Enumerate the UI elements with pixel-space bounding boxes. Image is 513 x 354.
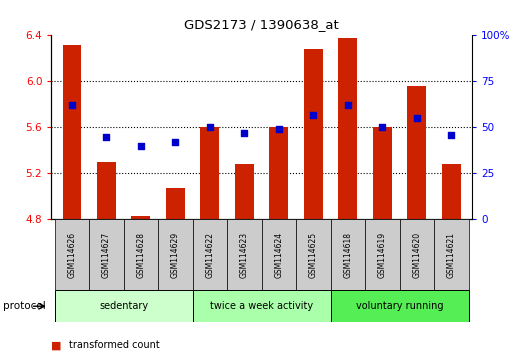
Text: GSM114619: GSM114619 [378, 232, 387, 278]
Point [240, 130, 248, 136]
Bar [330, 219, 365, 290]
Bar [269, 127, 288, 219]
Point [206, 125, 214, 130]
Text: voluntary running: voluntary running [356, 301, 443, 311]
Text: twice a week activity: twice a week activity [210, 301, 313, 311]
Bar [97, 162, 116, 219]
Text: GSM114629: GSM114629 [171, 232, 180, 278]
Text: GSM114625: GSM114625 [309, 232, 318, 278]
Point [378, 125, 386, 130]
Bar [442, 164, 461, 219]
Point [344, 103, 352, 108]
Text: GSM114627: GSM114627 [102, 232, 111, 278]
Bar [89, 219, 124, 290]
Text: protocol: protocol [3, 301, 45, 311]
Bar [235, 164, 254, 219]
Point [275, 126, 283, 132]
Bar [193, 219, 227, 290]
Text: GSM114620: GSM114620 [412, 232, 421, 278]
Bar [365, 219, 400, 290]
Text: GSM114624: GSM114624 [274, 232, 283, 278]
Text: transformed count: transformed count [69, 340, 160, 350]
Bar [400, 219, 434, 290]
Bar [339, 38, 358, 219]
Title: GDS2173 / 1390638_at: GDS2173 / 1390638_at [184, 18, 339, 32]
Text: GSM114626: GSM114626 [68, 232, 76, 278]
Text: GSM114622: GSM114622 [205, 232, 214, 278]
Bar [434, 219, 468, 290]
Text: GSM114618: GSM114618 [343, 232, 352, 278]
Point [68, 103, 76, 108]
Bar [55, 290, 193, 322]
Bar [131, 216, 150, 219]
Bar [373, 127, 392, 219]
Point [309, 112, 318, 118]
Bar [304, 49, 323, 219]
Bar [296, 219, 330, 290]
Bar [201, 127, 220, 219]
Text: ■: ■ [51, 340, 62, 350]
Bar [262, 219, 296, 290]
Point [137, 143, 145, 149]
Point [171, 139, 180, 145]
Bar [166, 188, 185, 219]
Bar [124, 219, 158, 290]
Bar [407, 86, 426, 219]
Text: GSM114628: GSM114628 [136, 232, 146, 278]
Text: GSM114623: GSM114623 [240, 232, 249, 278]
Bar [227, 219, 262, 290]
Bar [63, 45, 82, 219]
Point [447, 132, 456, 138]
Text: sedentary: sedentary [99, 301, 148, 311]
Point [412, 115, 421, 121]
Bar [193, 290, 330, 322]
Text: GSM114621: GSM114621 [447, 232, 456, 278]
Point [103, 134, 111, 139]
Bar [158, 219, 193, 290]
Bar [55, 219, 89, 290]
Bar [330, 290, 468, 322]
